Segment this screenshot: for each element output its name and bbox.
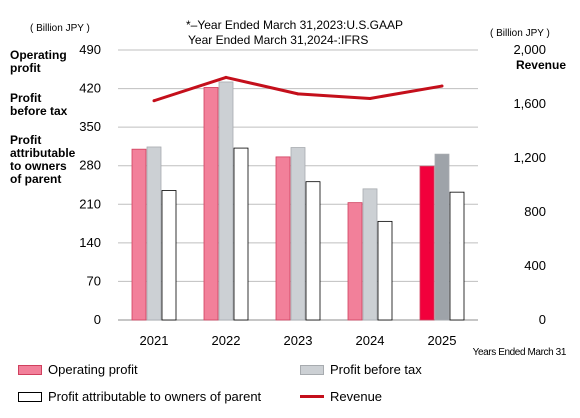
- left-label-operating-profit: Operating profit: [10, 48, 67, 75]
- legend-swatch-attributable: [18, 391, 42, 402]
- revenue-point: [224, 75, 228, 79]
- bar-series: [131, 81, 465, 321]
- bar-profit-before-tax: [218, 81, 234, 321]
- right-axis-title: Revenue: [515, 58, 566, 72]
- left-unit-label: ( Billion JPY ): [30, 23, 90, 34]
- right-axis-ticks: 0 400 800 1,200 1,600 2,000: [513, 42, 546, 327]
- left-tick-label: 280: [79, 158, 101, 173]
- right-tick-label: 0: [539, 312, 546, 327]
- legend-label-attributable: Profit attributable to owners of parent: [48, 389, 262, 404]
- left-tick-label: 140: [79, 235, 101, 250]
- bar-profit-attributable: [161, 190, 177, 321]
- bar-operating-profit: [275, 156, 291, 321]
- x-axis-categories: 2021 2022 2023 2024 2025: [140, 333, 457, 348]
- bar-profit-before-tax: [434, 153, 450, 321]
- revenue-line: [153, 75, 443, 103]
- legend-label-before-tax: Profit before tax: [330, 362, 422, 377]
- revenue-line-series: [152, 75, 444, 103]
- category-label: 2022: [212, 333, 241, 348]
- category-label: 2023: [284, 333, 313, 348]
- legend-line-revenue: [300, 395, 324, 398]
- bar-operating-profit: [203, 87, 219, 321]
- left-tick-label: 420: [79, 81, 101, 96]
- legend-revenue: Revenue: [300, 389, 382, 404]
- legend-profit-attributable: Profit attributable to owners of parent: [18, 389, 261, 404]
- revenue-point: [440, 84, 444, 88]
- left-label-profit-attributable: Profit attributable to owners of parent: [10, 133, 76, 186]
- revenue-point: [368, 96, 372, 100]
- left-tick-label: 70: [87, 273, 101, 288]
- bar-profit-before-tax: [362, 188, 378, 321]
- bar-profit-attributable: [305, 181, 321, 321]
- left-tick-label: 0: [94, 312, 101, 327]
- bar-operating-profit: [419, 165, 435, 321]
- right-tick-label: 1,600: [513, 96, 546, 111]
- left-tick-label: 490: [79, 42, 101, 57]
- legend-swatch-before-tax: [300, 364, 324, 375]
- bar-profit-attributable: [449, 191, 465, 321]
- category-label: 2025: [428, 333, 457, 348]
- legend-operating-profit: Operating profit: [18, 362, 138, 377]
- right-tick-label: 2,000: [513, 42, 546, 57]
- left-label-profit-before-tax: Profit before tax: [10, 91, 68, 118]
- right-tick-label: 400: [524, 258, 546, 273]
- left-axis-ticks: 0 70 140 210 280 350 420 490: [79, 42, 101, 327]
- category-label: 2024: [356, 333, 385, 348]
- category-label: 2021: [140, 333, 169, 348]
- bar-profit-before-tax: [146, 146, 162, 321]
- right-unit-label: ( Billion JPY ): [490, 28, 550, 39]
- left-tick-label: 350: [79, 119, 101, 134]
- accounting-note-line1: *–Year Ended March 31,2023:U.S.GAAP: [186, 18, 404, 32]
- revenue-point: [152, 99, 156, 103]
- x-axis-note: Years Ended March 31: [472, 347, 567, 358]
- bar-profit-before-tax: [290, 147, 306, 321]
- bar-profit-attributable: [377, 220, 393, 321]
- bar-profit-attributable: [233, 147, 249, 321]
- legend-label-operating: Operating profit: [48, 362, 138, 377]
- legend-swatch-operating: [18, 364, 42, 375]
- right-tick-label: 800: [524, 204, 546, 219]
- right-tick-label: 1,200: [513, 150, 546, 165]
- bar-operating-profit: [347, 202, 363, 321]
- bar-operating-profit: [131, 148, 147, 321]
- revenue-point: [296, 92, 300, 96]
- left-tick-label: 210: [79, 196, 101, 211]
- legend-label-revenue: Revenue: [330, 389, 383, 404]
- legend-profit-before-tax: Profit before tax: [300, 362, 422, 377]
- accounting-note-line2: Year Ended March 31,2024-:IFRS: [188, 33, 369, 47]
